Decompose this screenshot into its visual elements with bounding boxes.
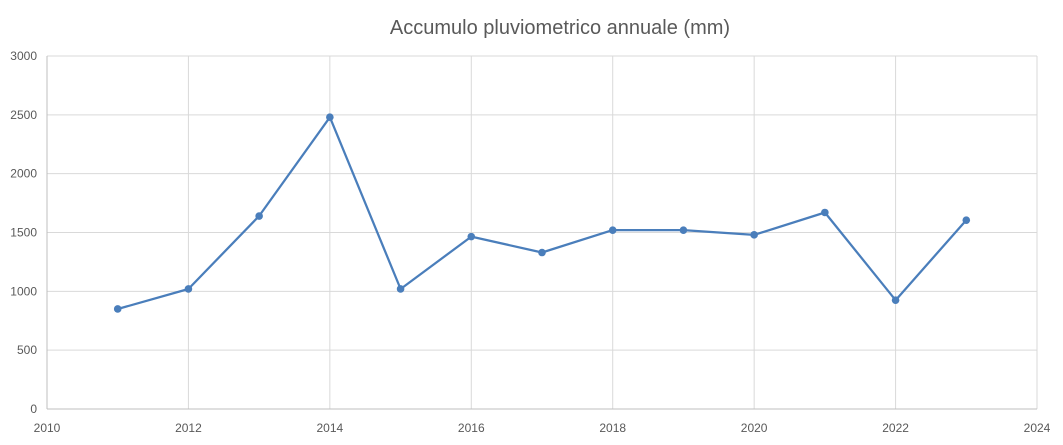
y-tick-label: 1000 xyxy=(10,284,37,298)
series-line xyxy=(116,116,968,311)
data-point xyxy=(891,296,900,304)
x-tick-label: 2012 xyxy=(175,421,202,435)
chart-title: Accumulo pluviometrico annuale (mm) xyxy=(390,17,730,39)
y-tick-label: 500 xyxy=(17,343,37,357)
data-point xyxy=(467,232,476,241)
x-tick-label: 2018 xyxy=(599,421,626,435)
x-tick-label: 2016 xyxy=(458,421,485,435)
data-point xyxy=(255,212,263,220)
data-point xyxy=(750,231,758,239)
tick-labels: 0 500 1000 1500 2000 2500 3000 2010 2012 2014 2016… xyxy=(10,49,1050,435)
x-tick-label: 2022 xyxy=(882,421,909,435)
x-tick-label: 2014 xyxy=(317,421,344,435)
data-point xyxy=(113,305,122,313)
y-tick-label: 3000 xyxy=(10,49,37,63)
data-point xyxy=(184,285,193,293)
y-tick-label: 1500 xyxy=(10,226,37,240)
data-point xyxy=(538,248,546,257)
x-tick-label: 2020 xyxy=(741,421,768,435)
data-point xyxy=(396,285,405,293)
series xyxy=(113,113,971,313)
x-tick-label: 2010 xyxy=(34,421,61,435)
x-tick-label: 2024 xyxy=(1024,421,1051,435)
data-point xyxy=(326,113,334,121)
y-tick-label: 2500 xyxy=(10,108,37,122)
data-point xyxy=(679,226,688,234)
y-tick-label: 2000 xyxy=(10,167,37,181)
data-point xyxy=(608,226,617,234)
data-point xyxy=(962,216,971,224)
data-point xyxy=(821,208,829,217)
axes xyxy=(46,56,1037,410)
y-tick-label: 0 xyxy=(30,402,37,416)
grid xyxy=(47,55,1038,409)
